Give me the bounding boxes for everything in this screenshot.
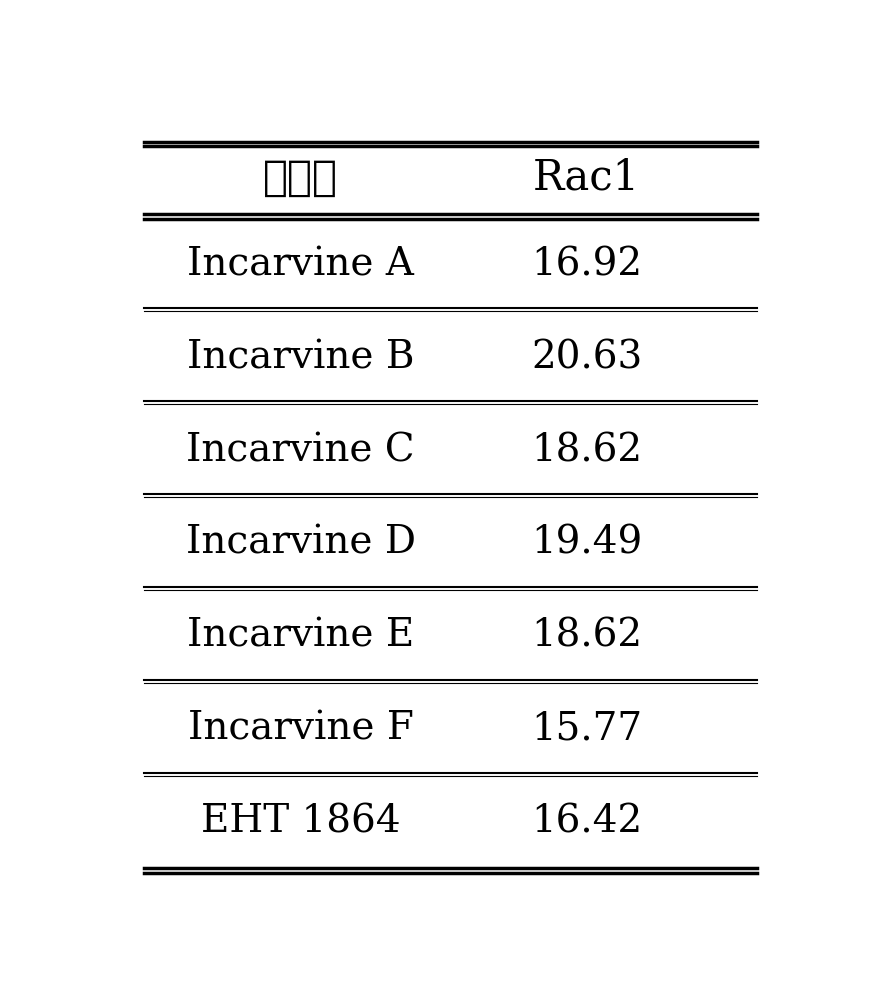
Text: Incarvine F: Incarvine F: [188, 711, 413, 748]
Text: 16.92: 16.92: [530, 246, 642, 283]
Text: 化合物: 化合物: [263, 157, 338, 199]
Text: EHT 1864: EHT 1864: [200, 804, 400, 841]
Text: Incarvine D: Incarvine D: [185, 525, 415, 562]
Text: 16.42: 16.42: [530, 804, 642, 841]
Text: Incarvine B: Incarvine B: [187, 339, 414, 376]
Text: 15.77: 15.77: [530, 711, 642, 748]
Text: Incarvine E: Incarvine E: [187, 618, 414, 655]
Text: Incarvine A: Incarvine A: [187, 246, 414, 283]
Text: Rac1: Rac1: [533, 157, 639, 199]
Text: 18.62: 18.62: [530, 618, 642, 655]
Text: Incarvine C: Incarvine C: [186, 432, 414, 469]
Text: 18.62: 18.62: [530, 432, 642, 469]
Text: 19.49: 19.49: [530, 525, 642, 562]
Text: 20.63: 20.63: [530, 339, 642, 376]
